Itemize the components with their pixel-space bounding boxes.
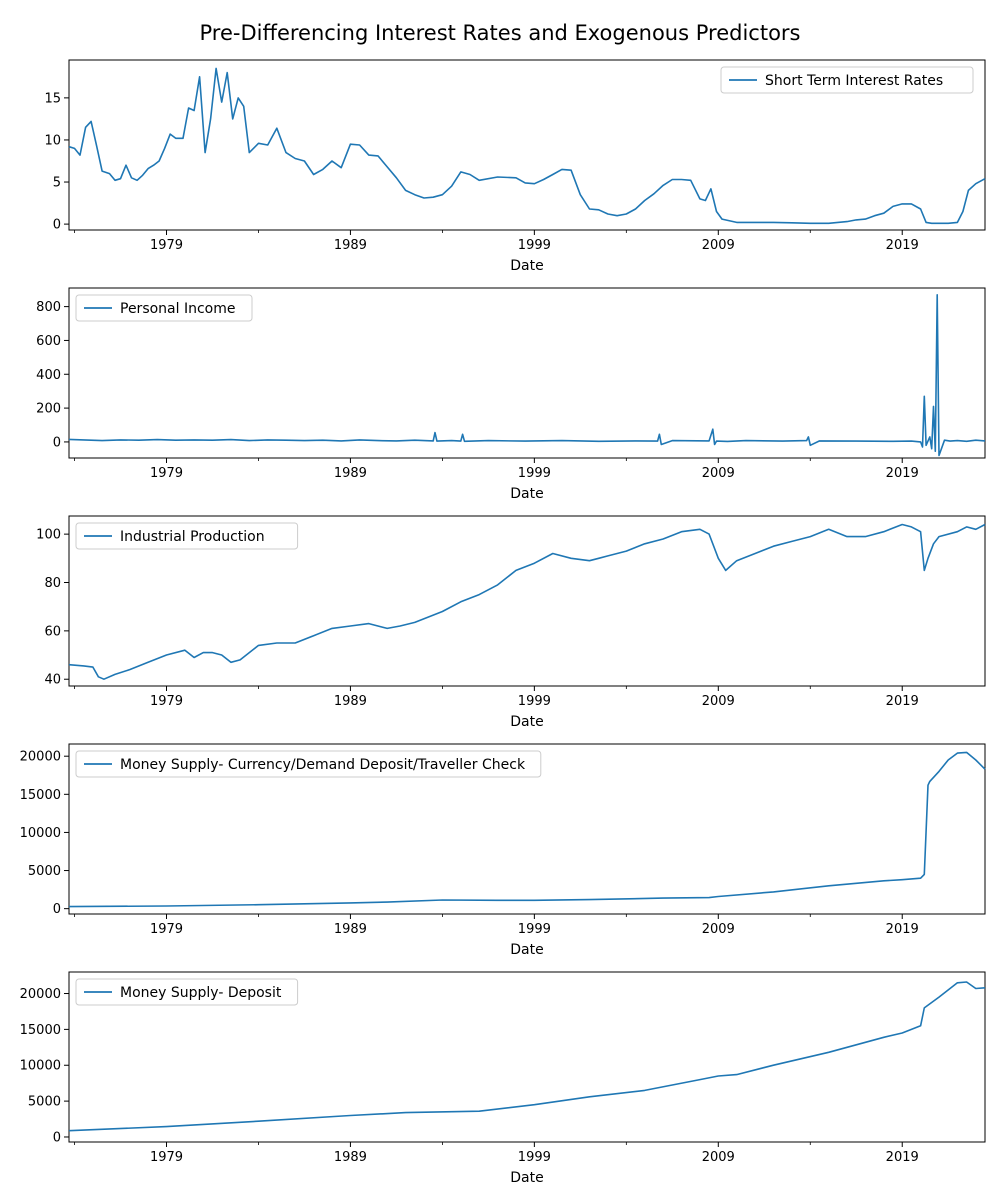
x-tick-label: 1979 [150,466,183,481]
plot-frame [68,59,986,231]
x-tick-label: 1989 [334,238,367,253]
y-tick-label: 15 [44,91,61,106]
y-tick-label: 600 [36,334,61,349]
legend: Industrial Production [75,522,299,550]
x-tick-label: 2019 [886,922,919,937]
y-tick-label: 15000 [20,1023,61,1038]
legend-label: Money Supply- Currency/Demand Deposit/Tr… [120,757,526,773]
x-tick-label: 2009 [702,466,735,481]
series-group [68,293,986,457]
x-axis-label: Date [510,486,543,502]
x-axis-label: Date [510,942,543,958]
series-group [68,67,986,225]
x-tick-label: 1999 [518,1150,551,1165]
plot-frame [68,515,986,687]
plot-frame [68,743,986,915]
y-tick-label: 5000 [28,1095,61,1110]
x-tick-label: 2019 [886,1150,919,1165]
x-axis-label: Date [510,258,543,274]
x-axis-label: Date [510,714,543,730]
x-tick-label: 2009 [702,238,735,253]
legend: Money Supply- Deposit [75,978,299,1006]
legend-label: Industrial Production [120,529,265,545]
y-tick-label: 0 [53,435,61,450]
y-tick-label: 800 [36,300,61,315]
tick-group: 1979 1989 1999 2009 2019 0 5000 10000 15000 20000 [20,987,919,1165]
x-tick-label: 2009 [702,694,735,709]
legend-label: Short Term Interest Rates [765,73,943,89]
subplot-short-term-interest-rates: Date 1979 1989 1999 2009 2019 0 5 10 15 Short Te… [44,59,986,274]
y-tick-label: 0 [53,1130,61,1145]
figure-title: Pre-Differencing Interest Rates and Exog… [200,21,801,45]
x-tick-label: 1989 [334,694,367,709]
series-group [68,523,986,681]
y-tick-label: 200 [36,402,61,417]
legend-box [75,294,253,322]
x-tick-label: 2019 [886,238,919,253]
x-axis-label: Date [510,1170,543,1186]
x-tick-label: 1989 [334,1150,367,1165]
x-tick-label: 1979 [150,922,183,937]
legend: Short Term Interest Rates [720,66,974,94]
x-tick-label: 1979 [150,238,183,253]
x-tick-label: 1999 [518,694,551,709]
series-line [68,67,986,225]
series-line [68,981,986,1132]
y-tick-label: 5000 [28,864,61,879]
y-tick-label: 60 [44,624,61,639]
plot-frame [68,971,986,1143]
y-tick-label: 0 [53,218,61,233]
y-tick-label: 10000 [20,1059,61,1074]
legend-box [75,978,299,1006]
subplot-money-supply-currency: Date 1979 1989 1999 2009 2019 0 5000 10000 15000… [20,743,986,958]
subplot-industrial-production: Date 1979 1989 1999 2009 2019 40 60 80 100 Indus… [36,515,986,730]
legend-box [720,66,974,94]
tick-group: 1979 1989 1999 2009 2019 0 5000 10000 15000 20000 [20,750,919,937]
subplot-money-supply-deposit: Date 1979 1989 1999 2009 2019 0 5000 10000 15000… [20,971,986,1186]
x-tick-label: 2009 [702,922,735,937]
y-tick-label: 100 [36,528,61,543]
y-tick-label: 40 [44,673,61,688]
legend: Personal Income [75,294,253,322]
x-tick-label: 2019 [886,466,919,481]
series-line [68,293,986,457]
y-tick-label: 10000 [20,826,61,841]
x-tick-label: 2019 [886,694,919,709]
y-tick-label: 20000 [20,750,61,765]
x-tick-label: 1989 [334,922,367,937]
series-line [68,523,986,681]
tick-group: 1979 1989 1999 2009 2019 40 60 80 100 [36,528,919,709]
x-tick-label: 1999 [518,922,551,937]
y-tick-label: 15000 [20,788,61,803]
x-tick-label: 1999 [518,238,551,253]
y-tick-label: 20000 [20,987,61,1002]
legend-box [75,750,542,778]
legend-label: Money Supply- Deposit [120,985,282,1001]
y-tick-label: 10 [44,133,61,148]
legend: Money Supply- Currency/Demand Deposit/Tr… [75,750,542,778]
y-tick-label: 0 [53,902,61,917]
tick-group: 1979 1989 1999 2009 2019 0 200 400 600 800 [36,300,919,481]
x-tick-label: 1979 [150,1150,183,1165]
x-tick-label: 1999 [518,466,551,481]
tick-group: 1979 1989 1999 2009 2019 0 5 10 15 [44,91,918,253]
series-group [68,751,986,908]
x-tick-label: 1979 [150,694,183,709]
subplot-personal-income: Date 1979 1989 1999 2009 2019 0 200 400 600 800 P… [36,287,986,502]
series-group [68,981,986,1132]
x-tick-label: 2009 [702,1150,735,1165]
y-tick-label: 80 [44,576,61,591]
legend-box [75,522,299,550]
plot-frame [68,287,986,459]
legend-label: Personal Income [120,301,235,317]
y-tick-label: 5 [53,176,61,191]
y-tick-label: 400 [36,368,61,383]
series-line [68,751,986,908]
x-tick-label: 1989 [334,466,367,481]
